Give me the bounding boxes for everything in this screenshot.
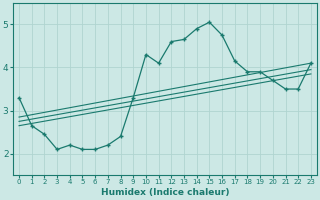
X-axis label: Humidex (Indice chaleur): Humidex (Indice chaleur) xyxy=(101,188,229,197)
